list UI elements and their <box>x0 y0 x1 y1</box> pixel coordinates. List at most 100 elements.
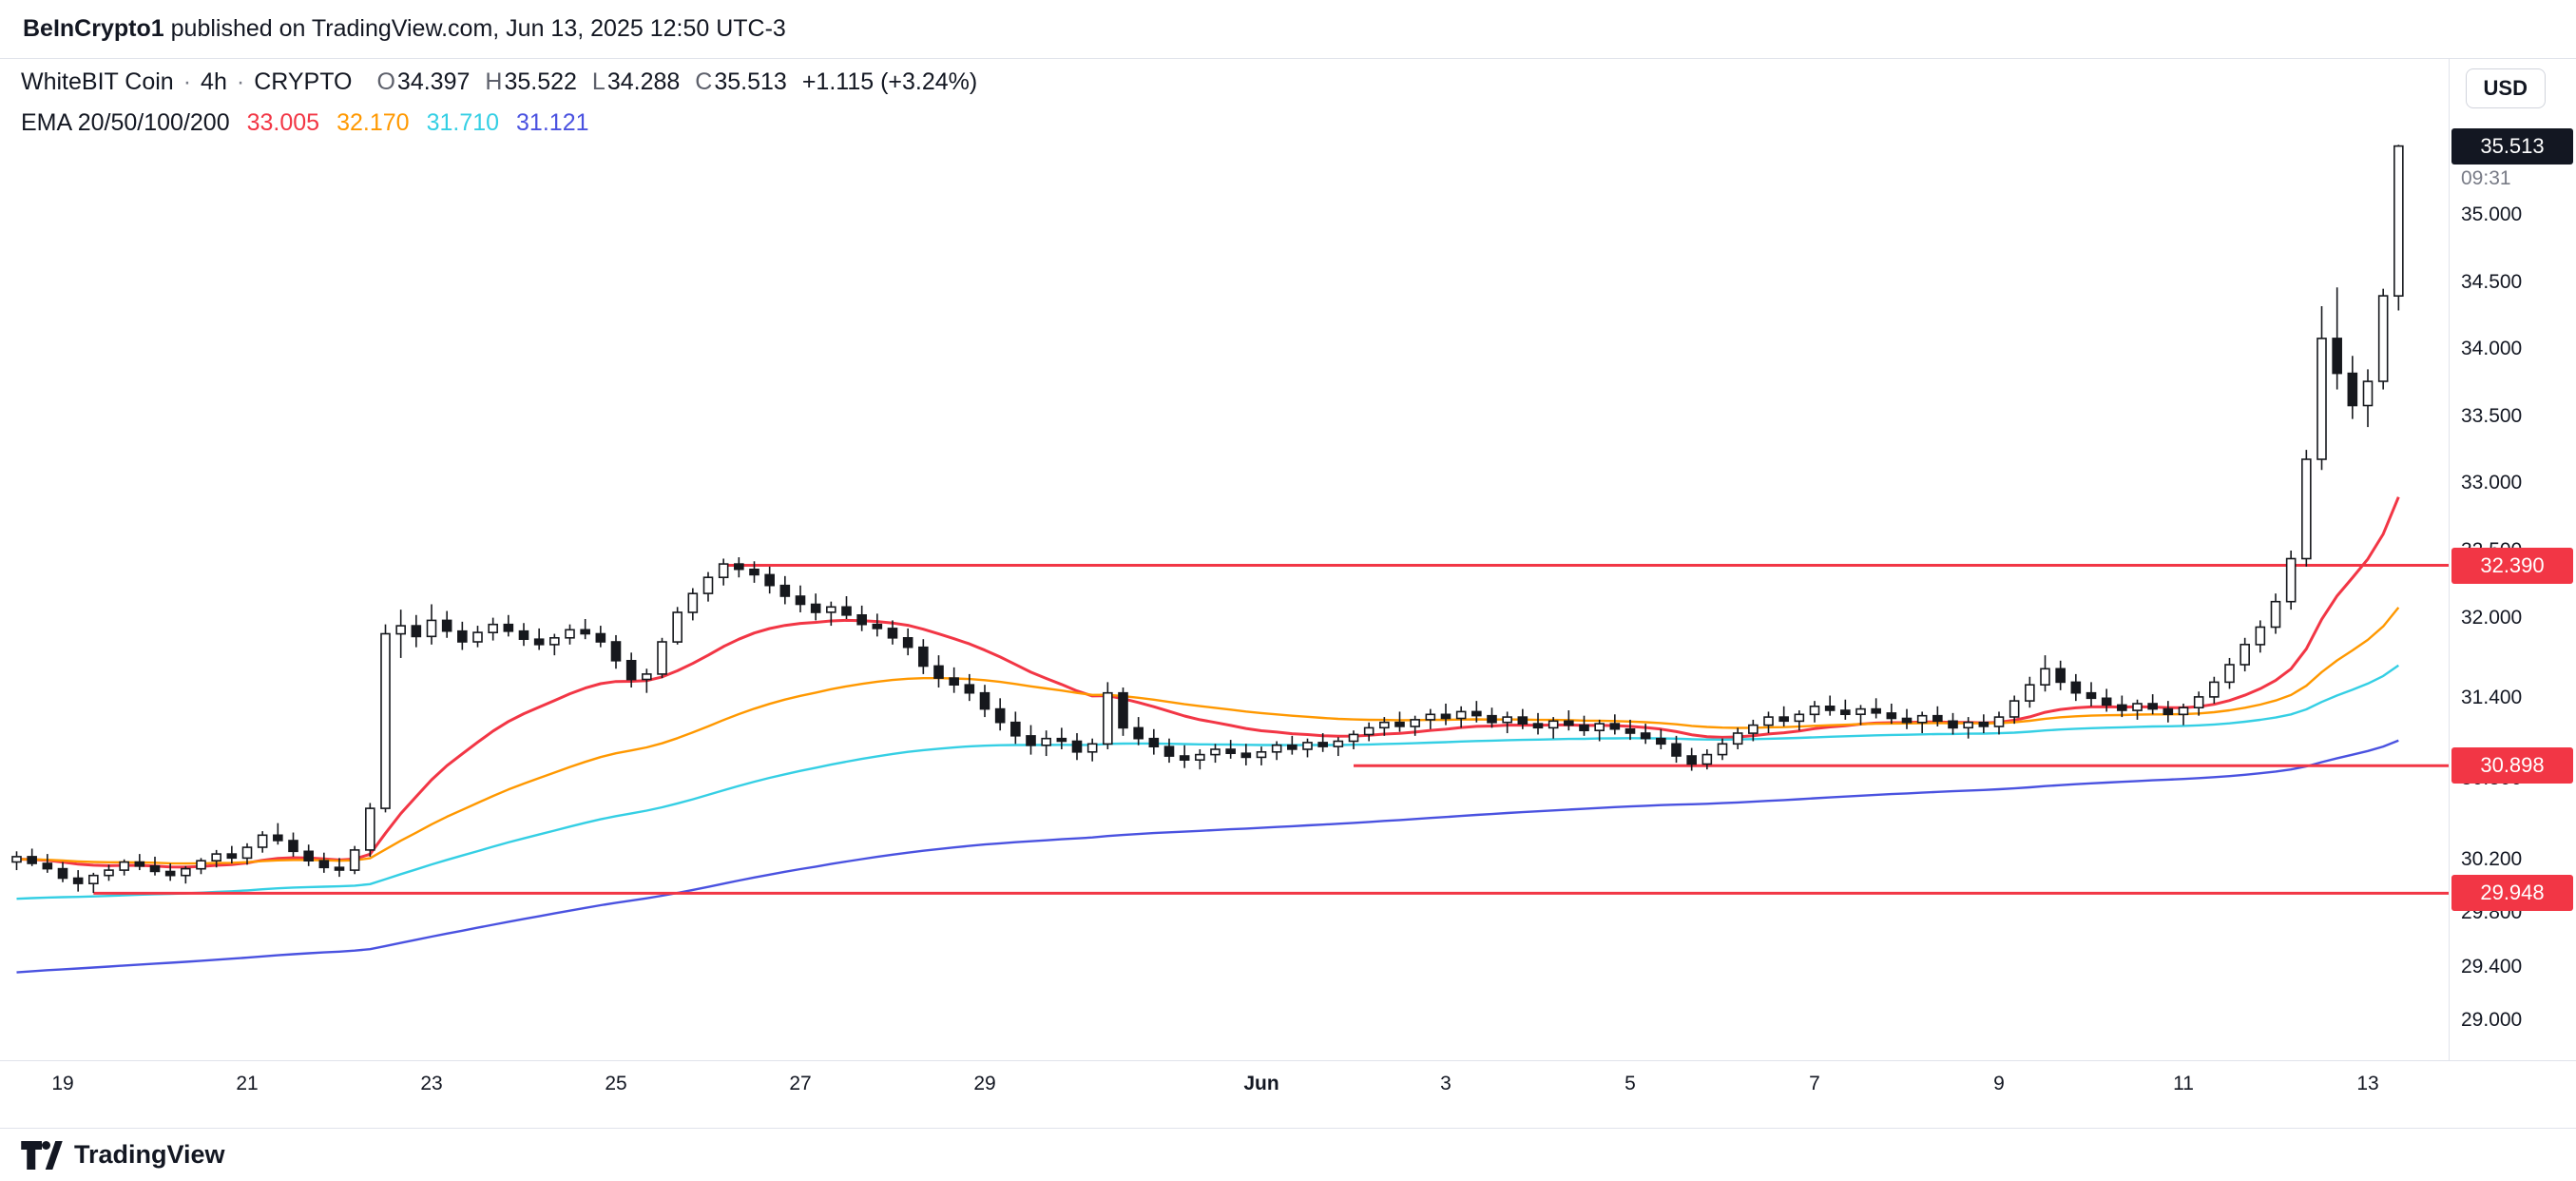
candle <box>1394 711 1405 732</box>
open-label: O <box>376 68 395 95</box>
candle <box>303 844 314 866</box>
candle <box>288 832 298 857</box>
symbol-name[interactable]: WhiteBIT Coin <box>21 68 174 95</box>
time-axis-label: 9 <box>1993 1073 2005 1094</box>
candle <box>1948 712 1958 735</box>
candle <box>2040 655 2050 692</box>
time-axis-label: 13 <box>2356 1073 2379 1094</box>
candle <box>273 823 283 845</box>
candle <box>1824 695 1836 716</box>
time-axis[interactable]: 19 21 23 25 27 29 Jun 3 5 7 9 11 13 <box>0 1060 2576 1099</box>
candle <box>2025 676 2035 708</box>
tradingview-logo-icon[interactable] <box>21 1140 63 1170</box>
candle <box>2178 703 2189 726</box>
candle <box>1379 717 1390 736</box>
price-axis-label: 34.500 <box>2461 270 2523 293</box>
interval-label[interactable]: 4h <box>201 68 227 95</box>
candle <box>1656 728 1666 749</box>
candle <box>841 596 852 620</box>
candle <box>1348 730 1359 749</box>
candle <box>565 624 575 645</box>
candle <box>779 575 791 605</box>
symbol-legend-row[interactable]: WhiteBIT Coin · 4h · CRYPTO O34.397 H35.… <box>21 68 977 96</box>
candle <box>933 655 944 688</box>
candle <box>1809 701 1820 723</box>
candle <box>88 872 99 894</box>
high-value: 35.522 <box>504 68 577 95</box>
level-price-badge: 32.390 <box>2451 547 2573 584</box>
candle <box>1548 717 1559 739</box>
candle <box>1624 719 1636 741</box>
candle <box>2270 593 2281 634</box>
candle <box>1041 730 1051 757</box>
candle <box>1071 733 1083 761</box>
candle <box>918 639 929 674</box>
candle <box>1302 738 1313 758</box>
candle <box>702 571 714 602</box>
candle <box>411 614 422 648</box>
price-axis-label: 34.000 <box>2461 338 2523 360</box>
candle <box>441 610 452 638</box>
candle <box>1317 733 1328 752</box>
candle <box>1732 727 1743 749</box>
candle <box>1240 744 1252 765</box>
candle <box>1487 707 1497 728</box>
candle <box>1026 725 1036 755</box>
candle <box>580 619 590 640</box>
candle <box>2009 695 2020 725</box>
chart-canvas[interactable] <box>0 59 2449 1060</box>
candle <box>533 628 545 650</box>
time-axis-label: 27 <box>789 1073 812 1094</box>
candle <box>826 601 836 627</box>
candle <box>257 831 268 853</box>
footer-brand[interactable]: TradingView <box>74 1140 225 1169</box>
candle <box>718 558 729 586</box>
price-axis[interactable]: 35.00034.50034.00033.50033.00032.50032.0… <box>2449 59 2576 1060</box>
candle <box>764 566 775 594</box>
change-value: +1.115 (+3.24%) <box>801 68 978 95</box>
candle <box>395 610 406 658</box>
candle <box>549 633 560 656</box>
candle <box>595 626 606 648</box>
candle <box>1963 717 1973 739</box>
candle <box>1794 710 1805 731</box>
candle <box>72 870 84 892</box>
candle <box>1594 719 1605 742</box>
candle <box>749 561 759 583</box>
candle <box>994 698 1006 731</box>
candle <box>1763 711 1774 734</box>
candle <box>1748 719 1759 742</box>
candle <box>2163 701 2174 723</box>
candle <box>1086 738 1098 762</box>
candle <box>488 617 498 641</box>
candle <box>2117 695 2127 718</box>
price-axis-label: 30.200 <box>2461 847 2523 870</box>
candle <box>2193 691 2204 716</box>
candle <box>426 604 437 645</box>
time-axis-label: 25 <box>605 1073 627 1094</box>
price-axis-label: 31.400 <box>2461 687 2523 709</box>
candle <box>226 845 238 863</box>
candle <box>1287 735 1298 755</box>
candle <box>318 852 330 873</box>
low-value: 34.288 <box>606 68 681 95</box>
candle <box>1179 745 1190 768</box>
candle <box>1010 711 1021 745</box>
chart-legend: WhiteBIT Coin · 4h · CRYPTO O34.397 H35.… <box>21 68 977 150</box>
candle <box>949 667 959 693</box>
candle <box>1993 711 2005 735</box>
candle <box>1671 735 1682 764</box>
candle <box>1163 738 1175 764</box>
ohlc-values: O34.397 H35.522 L34.288 C35.513 <box>376 68 786 96</box>
candle <box>1532 712 1544 735</box>
candle <box>979 685 990 718</box>
market-label: CRYPTO <box>254 68 353 95</box>
candle <box>902 628 913 656</box>
ema-indicator-label[interactable]: EMA 20/50/100/200 <box>21 109 230 136</box>
candle <box>57 862 68 882</box>
ema-legend-row[interactable]: EMA 20/50/100/200 33.005 32.170 31.710 3… <box>21 109 977 137</box>
candle <box>1410 715 1420 736</box>
currency-toggle-button[interactable]: USD <box>2465 68 2546 108</box>
candle <box>1871 698 1881 719</box>
price-axis-label: 33.000 <box>2461 472 2523 494</box>
